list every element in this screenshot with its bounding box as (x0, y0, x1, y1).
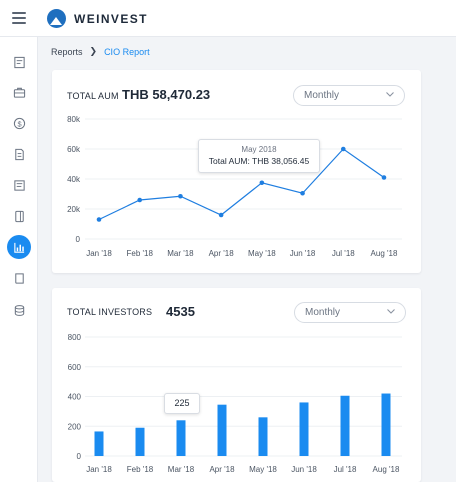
report-icon (13, 56, 25, 68)
sidebar: $ (0, 37, 38, 482)
x-tick-label: Feb '18 (126, 249, 153, 258)
investors-period-select[interactable]: Monthly (294, 302, 406, 323)
book-icon (14, 272, 24, 284)
investors-bar (340, 395, 350, 456)
chevron-down-icon (387, 309, 395, 314)
top-bar: WEINVEST (0, 0, 456, 37)
database-icon (14, 304, 24, 316)
aum-data-point (137, 197, 143, 203)
sidebar-item-funds[interactable]: $ (7, 111, 31, 135)
investors-bar (381, 393, 391, 456)
y-tick-label: 800 (68, 333, 82, 342)
investors-tooltip-body: 225 (174, 398, 190, 408)
total-investors-card: TOTAL INVESTORS 4535 Monthly 0 200 400 600 8… (52, 288, 421, 482)
tablet-icon (14, 210, 24, 222)
x-tick-label: Aug '18 (373, 465, 400, 474)
aum-period-value: Monthly (304, 90, 340, 101)
aum-tooltip-body: Total AUM: THB 38,056.45 (208, 156, 310, 166)
y-tick-label: 0 (77, 452, 82, 461)
breadcrumb-current: CIO Report (104, 46, 150, 57)
y-tick-label: 0 (76, 235, 81, 244)
dollar-icon: $ (13, 117, 25, 129)
x-tick-label: Jan '18 (86, 249, 112, 258)
y-tick-label: 20k (67, 205, 81, 214)
sidebar-item-library[interactable] (7, 266, 31, 290)
sidebar-item-report[interactable] (7, 50, 31, 74)
investors-period-value: Monthly (305, 307, 341, 318)
aum-data-point (300, 190, 305, 196)
y-tick-label: 80k (67, 115, 81, 124)
sidebar-item-documents[interactable] (7, 142, 31, 166)
investors-bar (135, 427, 145, 456)
chevron-right-icon: ❯ (89, 46, 98, 56)
svg-text:$: $ (17, 119, 21, 128)
total-investors-label: TOTAL INVESTORS (67, 307, 153, 317)
hamburger-menu-icon[interactable] (12, 12, 26, 24)
y-tick-label: 40k (67, 175, 81, 184)
aum-data-point (340, 146, 346, 152)
notes-icon (13, 179, 25, 191)
investors-bar-chart: 0 200 400 600 800 Jan '18 Feb '18 Mar '18 Apr '1… (68, 333, 402, 474)
aum-period-select[interactable]: Monthly (293, 85, 405, 106)
total-investors-value: 4535 (166, 304, 195, 319)
aum-series-line (98, 148, 385, 221)
breadcrumb-reports-link[interactable]: Reports (51, 46, 83, 57)
bar-chart-icon (13, 242, 24, 253)
brand-name: WEINVEST (74, 11, 148, 26)
x-tick-label: Jun '18 (290, 249, 316, 258)
investors-bar (217, 404, 227, 456)
y-tick-label: 60k (67, 145, 81, 154)
aum-chart-tooltip: May 2018 Total AUM: THB 38,056.45 (198, 139, 320, 173)
briefcase-icon (13, 87, 25, 98)
investors-bar (94, 431, 104, 456)
x-tick-label: Apr '18 (209, 465, 235, 474)
sidebar-item-notes[interactable] (7, 173, 31, 197)
brand-logo[interactable]: WEINVEST (47, 9, 148, 28)
sidebar-item-database[interactable] (7, 298, 31, 322)
y-tick-label: 200 (68, 422, 82, 431)
investors-bar (176, 420, 186, 456)
x-tick-label: Mar '18 (168, 465, 195, 474)
sidebar-item-tablet[interactable] (7, 204, 31, 228)
aum-tooltip-title: May 2018 (241, 145, 277, 154)
x-tick-label: May '18 (249, 465, 277, 474)
x-tick-label: Jul '18 (332, 249, 355, 258)
y-tick-label: 600 (68, 363, 82, 372)
aum-data-point (218, 212, 224, 218)
aum-line-chart: 0 20k 40k 60k 80k Jan '18 Feb '18 Mar '18 Apr '1… (67, 115, 402, 258)
aum-data-point (381, 175, 387, 180)
x-tick-label: Jun '18 (291, 465, 317, 474)
sidebar-item-reports[interactable] (7, 235, 31, 259)
total-aum-card: TOTAL AUM THB 58,470.23 Monthly 0 20k 40k 6… (52, 70, 421, 273)
y-tick-label: 400 (68, 393, 82, 402)
x-tick-label: Aug '18 (371, 249, 398, 258)
breadcrumb: Reports ❯ CIO Report (51, 46, 150, 57)
logo-mark-icon (47, 9, 66, 28)
total-aum-value: THB 58,470.23 (122, 87, 211, 102)
investors-chart-tooltip: 225 (164, 393, 200, 414)
sidebar-item-portfolio[interactable] (7, 80, 31, 104)
x-tick-label: Jul '18 (334, 465, 357, 474)
x-tick-label: Mar '18 (167, 249, 194, 258)
x-tick-label: Jan '18 (86, 465, 112, 474)
x-tick-label: Feb '18 (127, 465, 154, 474)
aum-data-point (259, 180, 265, 186)
x-tick-label: Apr '18 (209, 249, 235, 258)
x-tick-label: May '18 (248, 249, 276, 258)
aum-data-point (178, 193, 183, 199)
document-icon (14, 148, 24, 160)
chevron-down-icon (386, 92, 394, 97)
total-aum-label: TOTAL AUM (67, 91, 119, 101)
investors-bar (258, 417, 268, 456)
investors-bar (299, 402, 309, 456)
aum-data-point (96, 217, 102, 222)
